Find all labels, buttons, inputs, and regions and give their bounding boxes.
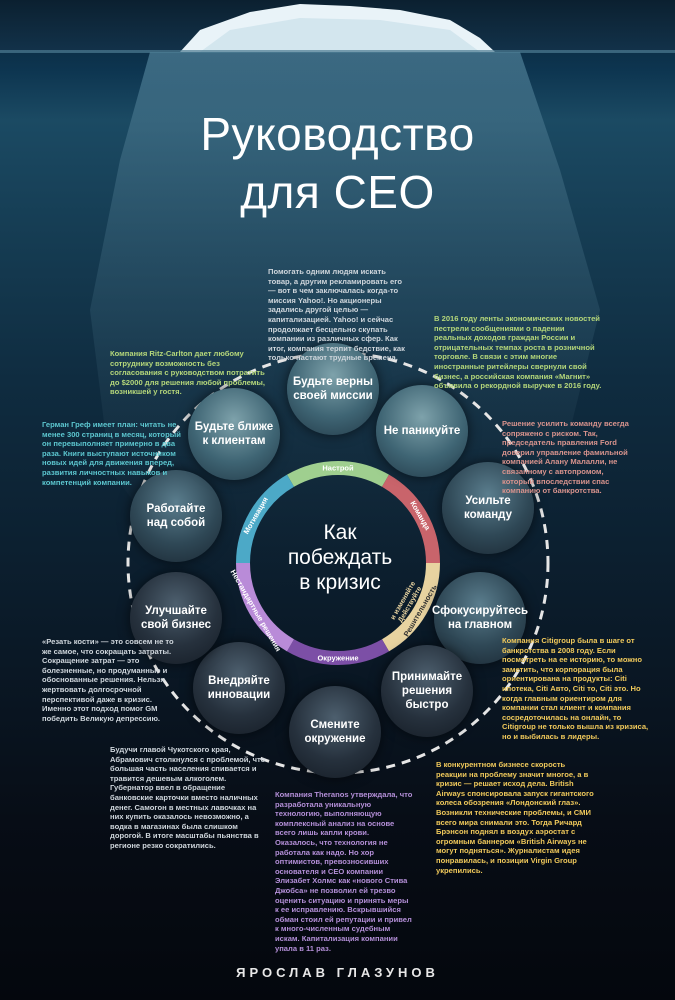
node-team[interactable]: Усильте команду xyxy=(442,462,534,554)
node-innovate[interactable]: Внедряйте инновации xyxy=(193,642,285,734)
title-line-2: для CEO xyxy=(240,166,435,218)
node-decisions-line3: быстро xyxy=(405,699,449,711)
node-clients-line1: Будьте ближе xyxy=(194,421,274,433)
node-focus-line1: Сфокусируйтесь xyxy=(431,605,529,617)
node-focus-line2: на главном xyxy=(447,619,513,631)
node-self[interactable]: Работайте над собой xyxy=(130,470,222,562)
node-business-line2: свой бизнес xyxy=(140,619,212,631)
ring-label-0: Настрой xyxy=(322,464,354,473)
node-innovate-line2: инновации xyxy=(207,689,271,701)
node-self-line1: Работайте xyxy=(146,503,206,515)
ring-segment-0 xyxy=(287,461,389,487)
node-innovate-line1: Внедряйте xyxy=(208,675,270,687)
note-theranos: Компания Theranos утверждала, что разраб… xyxy=(275,790,413,953)
center-line-1: Как xyxy=(323,521,357,544)
node-focus[interactable]: Сфокусируйтесь на главном xyxy=(432,572,528,664)
node-mission-line2: своей миссии xyxy=(293,390,373,402)
node-mission-line1: Будьте верны xyxy=(293,376,373,388)
center-line-3: в кризис xyxy=(299,571,381,594)
node-clients[interactable]: Будьте ближе к клиентам xyxy=(188,388,280,480)
node-no-panic[interactable]: Не паникуйте xyxy=(376,385,468,477)
ring-segment-2 xyxy=(381,562,440,652)
node-decisions-line1: Принимайте xyxy=(391,671,463,683)
title-line-1: Руководство xyxy=(200,108,475,160)
ring-segment-4 xyxy=(236,562,295,652)
note-british: В конкурентном бизнесе скорость реакции … xyxy=(436,760,594,875)
note-gref: Герман Греф имеет план: читать не менее … xyxy=(42,420,181,487)
node-team-line1: Усильте xyxy=(465,495,511,507)
node-environment[interactable]: Смените окружение xyxy=(289,686,381,778)
ring-segment-1 xyxy=(381,474,440,564)
note-ford: Решение усилить команду всегда сопряжено… xyxy=(502,419,629,496)
node-team-line2: команду xyxy=(463,509,512,521)
center-title: Как побеждать в кризис xyxy=(265,520,415,595)
note-yahoo: Помогать одним людям искать товар, а дру… xyxy=(268,267,405,363)
center-line-2: побеждать xyxy=(287,546,393,569)
node-no-panic-line1: Не паникуйте xyxy=(383,425,461,437)
note-citigroup: Компания Citigroup была в шаге от банкро… xyxy=(502,636,649,741)
node-environment-line1: Смените xyxy=(310,719,360,731)
note-magnit: В 2016 году ленты экономических новостей… xyxy=(434,314,602,391)
node-business-line1: Улучшайте xyxy=(145,605,207,617)
node-business[interactable]: Улучшайте свой бизнес xyxy=(130,572,222,664)
page-title: Руководство для CEO xyxy=(0,105,675,221)
ring-label-3: Окружение xyxy=(317,654,358,663)
ring-segment-5 xyxy=(236,474,295,564)
node-self-line2: над собой xyxy=(146,517,206,529)
node-mission[interactable]: Будьте верны своей миссии xyxy=(287,343,379,435)
node-decisions[interactable]: Принимайте решения быстро xyxy=(381,645,473,737)
water-line xyxy=(0,50,675,53)
note-abramovich: Будучи главой Чукотского края, Абрамович… xyxy=(110,745,266,850)
node-clients-line2: к клиентам xyxy=(202,435,266,447)
note-gm: «Резать кости» — это совсем не то же сам… xyxy=(42,637,174,723)
author-name: ЯРОСЛАВ ГЛАЗУНОВ xyxy=(236,965,439,980)
ring-segment-3 xyxy=(287,639,389,665)
note-ritz: Компания Ritz-Carlton дает любому сотруд… xyxy=(110,349,265,397)
iceberg-tip xyxy=(180,4,495,52)
node-decisions-line2: решения xyxy=(401,685,453,697)
node-environment-line2: окружение xyxy=(304,733,366,745)
